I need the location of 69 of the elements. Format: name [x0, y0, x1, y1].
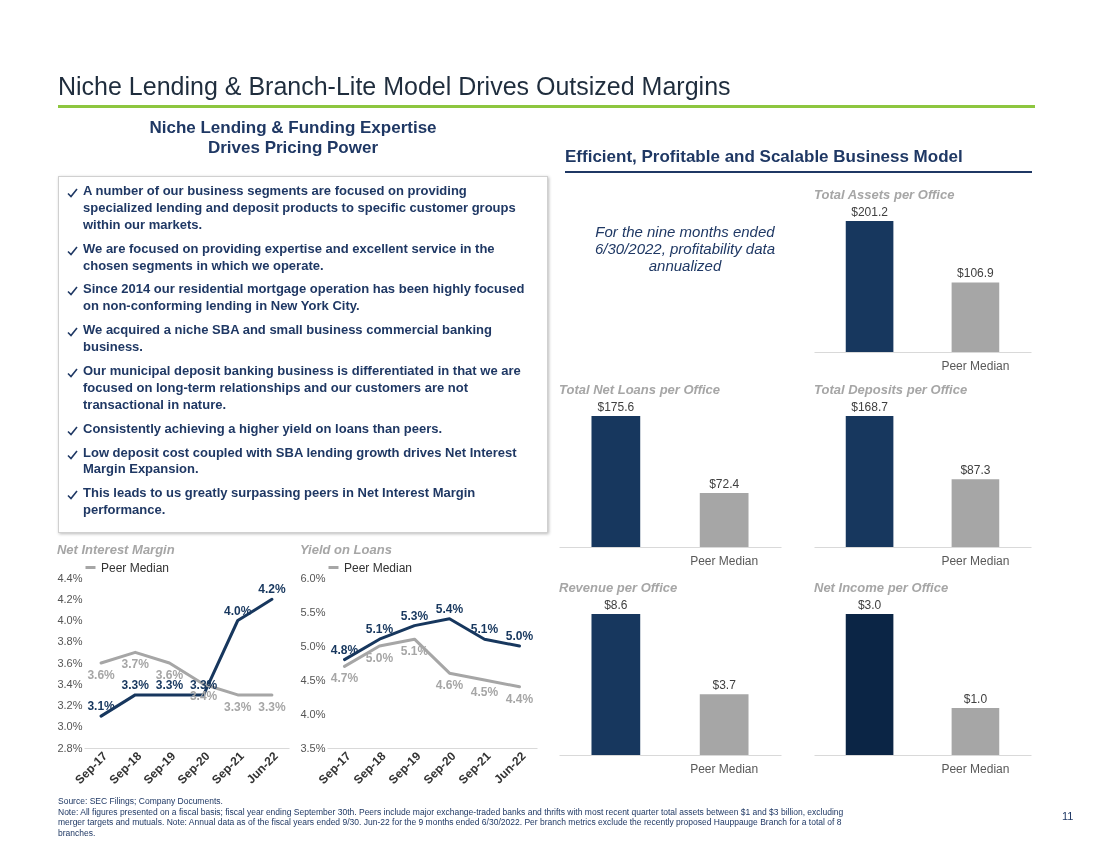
chart-title: Revenue per Office	[559, 580, 678, 595]
chart-title: Net Income per Office	[814, 580, 949, 595]
text: Efficient, Profitable and Scalable Business Model	[565, 147, 1032, 173]
text: Since 2014 our residential mortgage operation has been highly focused on non-conforming lending in New York City.	[82, 281, 526, 316]
text: We are focused on providing expertise and excellent service in the chosen segments in which we operate.	[82, 240, 496, 275]
y-tick-label: 3.4%	[57, 677, 83, 690]
text: Consistently achieving a higher yield on loans than peers.	[82, 420, 444, 438]
data-label: 5.0%	[365, 651, 394, 665]
data-label: 3.3%	[258, 699, 286, 714]
y-tick-label: 3.6%	[57, 656, 83, 669]
data-label: 5.3%	[400, 608, 429, 623]
text: A number of our business segments are focused on providing specialized lending and deposit products to specific customer groups within our markets.	[82, 183, 517, 234]
data-label: 3.6%	[155, 668, 184, 682]
chart-title: Total Deposits per Office	[814, 382, 968, 397]
text: For the nine months ended 6/30/2022, profitability data annualized	[593, 223, 777, 274]
y-tick-label: 4.0%	[300, 707, 326, 720]
data-label: 3.3%	[189, 677, 218, 692]
y-tick-label: 4.5%	[300, 673, 326, 686]
data-label: 4.7%	[330, 671, 359, 686]
y-tick-label: 3.8%	[57, 635, 83, 648]
y-tick-label: 4.4%	[57, 571, 83, 584]
data-label: 3.6%	[87, 668, 116, 682]
source-note: Source: SEC Filings; Company Documents.	[58, 796, 223, 806]
y-tick-label: 6.0%	[300, 571, 326, 584]
data-label: 4.2%	[258, 582, 286, 597]
y-tick-label: 4.2%	[57, 592, 83, 605]
data-label: $175.6	[597, 400, 635, 414]
data-label: 5.0%	[505, 629, 534, 643]
data-label: 4.0%	[224, 603, 252, 618]
data-label: $72.4	[709, 476, 740, 491]
text: Note: All figures presented on a fiscal basis; fiscal year ending September 30th. Peers include major exchange-traded banks and thrifts with most recent quarter total assets between $1 and $3 billion, excluding merger targets and mutuals. Note: Annual data as of the fiscal years ended 9/30. Jun-22 for the 9 months ended 6/30/2022. Per branch metrics exclude the recently proposed Hauppauge Branch for a total of 8 branches.	[58, 806, 844, 838]
data-label: 5.1%	[365, 622, 394, 637]
data-label: 3.7%	[121, 657, 150, 672]
data-label: $201.2	[851, 205, 889, 219]
y-tick-label: 4.0%	[57, 614, 83, 626]
data-label: 3.3%	[121, 677, 150, 692]
chart-title: Total Net Loans per Office	[559, 382, 721, 397]
data-label: $3.0	[857, 598, 882, 612]
data-label: $106.9	[957, 266, 995, 281]
text: This leads to us greatly surpassing peers in Net Interest Margin performance.	[82, 485, 477, 520]
text: Low deposit cost coupled with SBA lending growth drives Net Interest Margin Expansion.	[82, 444, 518, 479]
data-label: $8.6	[604, 598, 628, 612]
text: Niche Lending & Funding Expertise Drives Pricing Power	[148, 118, 438, 158]
data-label: 4.5%	[470, 685, 499, 699]
text: 11	[1062, 810, 1074, 822]
y-tick-label: 3.0%	[57, 720, 83, 733]
data-label: 4.8%	[330, 642, 359, 657]
text: Our municipal deposit banking business is differentiated in that we are focused on long-term relationships and our customers are not transactional in nature.	[82, 363, 522, 414]
data-label: $87.3	[960, 463, 991, 478]
y-tick-label: 3.2%	[57, 699, 83, 711]
chart-title: Total Assets per Office	[814, 187, 955, 202]
y-tick-label: 3.5%	[300, 741, 326, 754]
y-tick-label: 5.5%	[300, 605, 326, 618]
chart-title: Net Interest Margin	[56, 542, 175, 557]
data-label: $168.7	[851, 400, 889, 414]
data-label: $1.0	[963, 692, 988, 706]
data-label: 4.6%	[435, 678, 464, 693]
data-label: 3.4%	[189, 689, 218, 704]
chart-title: Yield on Loans	[299, 542, 392, 557]
data-label: $3.7	[712, 678, 737, 693]
data-label: 4.4%	[505, 691, 534, 706]
data-label: 5.4%	[435, 601, 464, 616]
text: Niche Lending & Branch-Lite Model Drives Outsized Margins	[58, 72, 1035, 108]
data-label: 3.3%	[224, 699, 252, 714]
text: We acquired a niche SBA and small business commercial banking business.	[82, 322, 493, 357]
x-tick-label: Peer Median	[690, 761, 759, 776]
y-tick-label: 2.8%	[57, 741, 83, 754]
x-tick-label: Peer Median	[941, 761, 1010, 776]
y-tick-label: 5.0%	[300, 639, 326, 652]
